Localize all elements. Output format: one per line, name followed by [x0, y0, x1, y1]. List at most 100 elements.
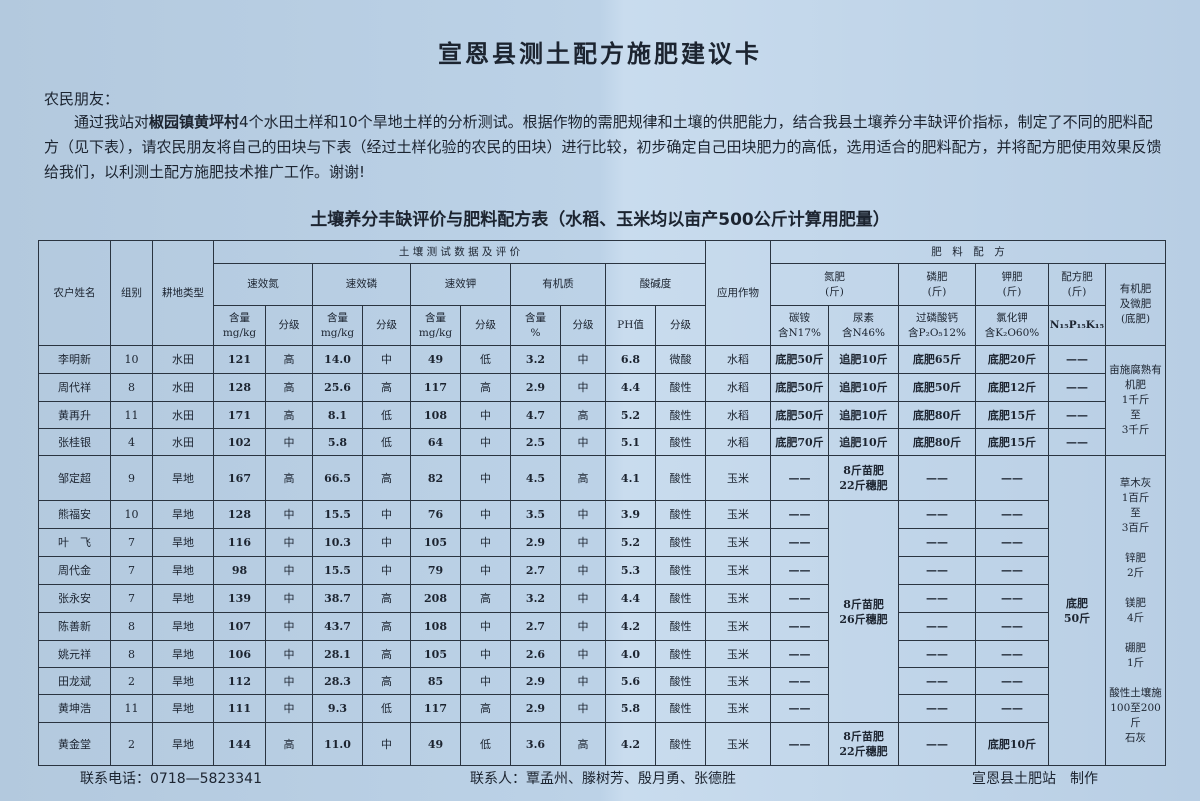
nh4hco3-dose: —— — [770, 667, 830, 695]
crop: 玉米 — [705, 640, 772, 668]
organic-dose: 草木灰 1百斤 至 3百斤 锌肥 2斤 镁肥 4斤 硼肥 1斤 酸性土壤施 10… — [1105, 455, 1167, 766]
kcl-dose: —— — [975, 528, 1050, 557]
group-number: 9 — [110, 455, 153, 501]
ph-value: 5.2 — [605, 528, 656, 557]
land-type: 水田 — [152, 401, 214, 429]
land-type: 水田 — [152, 428, 214, 456]
intro-place: 椒园镇黄坪村 — [149, 113, 240, 131]
land-type: 旱地 — [152, 667, 214, 695]
ph-value: 5.6 — [605, 667, 656, 695]
crop: 水稻 — [705, 401, 772, 429]
urea-dose: 8斤苗肥 22斤穗肥 — [828, 722, 900, 766]
p-grade: 中 — [362, 528, 411, 557]
ph-value: 5.2 — [605, 401, 656, 429]
page-title: 宣恩县测土配方施肥建议卡 — [438, 39, 762, 68]
header-fertilizer: 肥 料 配 方 — [770, 240, 1167, 264]
group-number: 4 — [110, 428, 153, 456]
urea-dose: 追肥10斤 — [828, 401, 900, 429]
nh4hco3-dose: —— — [770, 640, 830, 668]
header-farmer: 农户姓名 — [38, 240, 111, 346]
crop: 水稻 — [705, 345, 772, 374]
p-grade: 中 — [362, 345, 411, 374]
p-grade: 高 — [362, 455, 411, 501]
n-content: 128 — [213, 500, 266, 529]
header-ph: 酸碱度 — [604, 263, 707, 306]
farmer-name: 黄金堂 — [38, 722, 111, 766]
n-content: 116 — [213, 528, 266, 557]
n-content: 128 — [213, 373, 266, 402]
table-row: 邹定超 9 旱地 167 高 66.5 高 82 中 4.5 高 4.1 酸性 玉米 —— 8斤苗肥 22斤穗… — [38, 455, 1167, 766]
om-content: 3.6 — [510, 722, 561, 766]
n-grade: 中 — [265, 640, 313, 668]
ph-value: 5.1 — [605, 428, 656, 456]
group-number: 11 — [110, 401, 153, 429]
om-content: 2.9 — [510, 667, 561, 695]
kcl-dose: —— — [975, 694, 1050, 723]
om-content: 2.9 — [510, 373, 561, 402]
k-grade: 中 — [460, 455, 511, 501]
n-grade: 高 — [265, 722, 313, 766]
ph-grade: 酸性 — [654, 722, 707, 766]
p-grade: 高 — [362, 667, 411, 695]
superphosphate-dose: —— — [898, 500, 977, 529]
k-grade: 中 — [460, 401, 511, 429]
land-type: 水田 — [152, 373, 214, 402]
header-content: 含量 mg/kg — [410, 305, 461, 346]
land-type: 水田 — [152, 345, 214, 374]
ph-value: 4.4 — [605, 373, 656, 402]
table-row: 陈善新 8 旱地 107 中 43.7 高 108 中 2.7 中 4.2 酸性 玉米 —— —— —— — [38, 612, 1166, 641]
ph-grade: 微酸 — [654, 345, 707, 374]
kcl-dose: 底肥10斤 — [975, 722, 1050, 766]
header-content: 含量 mg/kg — [312, 305, 363, 346]
kcl-dose: —— — [975, 640, 1050, 668]
superphosphate-dose: —— — [898, 722, 977, 766]
group-number: 10 — [110, 500, 153, 529]
p-content: 15.5 — [312, 500, 363, 529]
header-land: 耕地类型 — [152, 240, 214, 346]
om-grade: 中 — [560, 556, 606, 585]
table-row: 周代金 7 旱地 98 中 15.5 中 79 中 2.7 中 5.3 酸性 玉米 —— —— —— — [38, 556, 1166, 585]
ph-value: 3.9 — [605, 500, 656, 529]
table-row: 黄坤浩 11 旱地 111 中 9.3 低 117 高 2.9 中 5.8 酸性 玉米 —— —— —— — [38, 694, 1166, 723]
farmer-name: 熊福安 — [38, 500, 111, 529]
ph-value: 5.8 — [605, 694, 656, 723]
k-content: 49 — [410, 345, 461, 374]
ph-value: 5.3 — [605, 556, 656, 585]
header-compound: 配方肥 (斤) — [1048, 263, 1107, 306]
table-row: 叶 飞 7 旱地 116 中 10.3 中 105 中 2.9 中 5.2 酸性 玉米 —— —— —— — [38, 528, 1166, 557]
ph-grade: 酸性 — [654, 455, 707, 501]
ph-grade: 酸性 — [654, 612, 707, 641]
ph-value: 4.2 — [605, 612, 656, 641]
table-body: 李明新 10 水田 121 高 14.0 中 49 低 3.2 中 6.8 微酸 水稻 底肥50斤 追肥10斤… — [38, 345, 1167, 766]
om-content: 2.5 — [510, 428, 561, 456]
land-type: 旱地 — [152, 612, 214, 641]
nh4hco3-dose: —— — [770, 500, 830, 529]
header-n: 速效氮 — [213, 263, 313, 306]
group-number: 7 — [110, 528, 153, 557]
nh4hco3-dose: —— — [770, 584, 830, 613]
kcl-dose: 底肥12斤 — [975, 373, 1050, 402]
superphosphate-dose: —— — [898, 612, 977, 641]
header-om: 有机质 — [510, 263, 606, 306]
ph-grade: 酸性 — [654, 401, 707, 429]
k-grade: 高 — [460, 584, 511, 613]
farmer-name: 李明新 — [38, 345, 111, 374]
kcl-dose: —— — [975, 556, 1050, 585]
p-content: 43.7 — [312, 612, 363, 641]
k-content: 208 — [410, 584, 461, 613]
p-content: 11.0 — [312, 722, 363, 766]
ph-grade: 酸性 — [654, 694, 707, 723]
n-content: 107 — [213, 612, 266, 641]
nh4hco3-dose: 底肥50斤 — [770, 345, 830, 374]
k-grade: 中 — [460, 428, 511, 456]
kcl-dose: —— — [975, 584, 1050, 613]
header-nh4hco3: 碳铵 含N17% — [770, 305, 830, 346]
k-content: 108 — [410, 612, 461, 641]
om-content: 2.7 — [510, 556, 561, 585]
om-grade: 中 — [560, 428, 606, 456]
om-grade: 中 — [560, 694, 606, 723]
kcl-dose: —— — [975, 612, 1050, 641]
n-content: 106 — [213, 640, 266, 668]
superphosphate-dose: —— — [898, 584, 977, 613]
compound-dose: —— — [1048, 401, 1107, 429]
